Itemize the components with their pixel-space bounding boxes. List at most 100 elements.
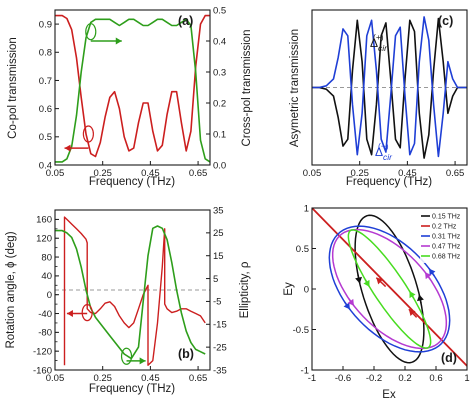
polarization-black-arrow-1-head	[355, 276, 362, 284]
panel-b-xtick-label: 0.45	[141, 373, 160, 384]
panel-b-y2-tick-label: -15	[213, 320, 227, 331]
panel-c-xlabel: Frequency (THz)	[346, 176, 432, 188]
panel-c: 0.05 0.25 0.45 0.65 (c) Frequency (THz) Asy…	[289, 9, 468, 188]
panel-d-curves	[312, 208, 467, 367]
panel-a-y-tick-label: 0.7	[39, 76, 52, 87]
polarization-magenta-arrow-0-head	[425, 272, 432, 280]
panel-a-y2label: Cross-pol transmission	[241, 30, 253, 147]
ellipticity-marker	[120, 347, 133, 365]
cross-pol-arrow-head	[115, 37, 122, 45]
panel-b-y-tick-label: -40	[38, 309, 52, 320]
annotation-delta-plus: Δcir(+)	[370, 32, 388, 53]
panel-a-y-tick-label: 0.5	[39, 132, 52, 143]
legend-label: 0.15 THz	[432, 214, 461, 221]
cross-pol-marker	[85, 23, 97, 41]
polarization-blue-arrow-1-head	[343, 302, 350, 310]
panel-c-ylabel: Asymetric transmission	[289, 29, 301, 147]
polarization-red-arrow-head	[376, 277, 384, 285]
panel-b-y2-tick-label: 5	[213, 274, 218, 285]
annotation-delta-minus: Δcir(−)	[375, 141, 393, 162]
ellipticity-line	[55, 225, 206, 360]
panel-a-y2-tick-label: 0.4	[213, 36, 226, 47]
rotation-marker	[81, 303, 93, 322]
panel-b-xlabel: Frequency (THz)	[89, 383, 175, 395]
panel-b-y2label: Ellipticity, ρ	[239, 261, 251, 318]
legend-label: 0.2 THz	[432, 224, 457, 231]
panel-d-y-tick-label: 1	[304, 203, 309, 214]
panel-a-xtick-label: 0.45	[141, 168, 160, 179]
panel-c-label: (c)	[438, 14, 453, 28]
co-pol-line	[55, 14, 210, 158]
legend-label: 0.47 THz	[432, 244, 461, 251]
delta-plus-line	[312, 17, 467, 159]
polarization-blue-arrow-0-head	[429, 268, 436, 276]
panel-b-label: (b)	[178, 347, 194, 361]
panel-a-ylabel: Co-pol transmission	[7, 37, 19, 139]
delta-minus-line	[312, 16, 467, 158]
panel-b-y2-tick-label: -5	[213, 297, 221, 308]
panel-c-frame	[311, 9, 468, 166]
panel-d-y-tick-label: 0	[304, 284, 309, 295]
panel-b-y2-tick-label: -35	[213, 365, 227, 376]
polarization-lime-arrow-0-head	[409, 291, 416, 299]
panel-a-xtick-label: 0.65	[189, 168, 208, 179]
panel-d-xlabel: Ex	[382, 389, 396, 401]
polarization-magenta-arrow-1-head	[347, 298, 354, 306]
panel-b-frame	[54, 209, 211, 371]
panel-b-xtick-label: 0.05	[46, 373, 65, 384]
panel-a-y-tick-label: 0.4	[39, 160, 52, 171]
panel-d-ylabel: Ey	[283, 282, 295, 296]
panel-b-y-tick-label: -80	[38, 328, 52, 339]
panel-b-y2-tick-label: 35	[213, 205, 224, 216]
panel-c-xtick-label: 0.45	[398, 168, 417, 179]
ellipticity-arrow-head	[139, 357, 146, 365]
panel-b: 0.05 0.25 0.45 0.65 -160 -120 -80 -40 0 40 80 120 16…	[5, 205, 251, 395]
panel-d-xtick-label: -0.2	[366, 373, 382, 384]
legend-label: 0.31 THz	[432, 234, 461, 241]
panel-b-xtick-label: 0.65	[189, 373, 208, 384]
panel-c-xtick-label: 0.25	[350, 168, 369, 179]
legend-label: 0.68 THz	[432, 254, 461, 261]
panel-a-y-tick-label: 0.8	[39, 48, 52, 59]
panel-b-xtick-label: 0.25	[93, 373, 112, 384]
panel-d-xtick-label: 1	[464, 373, 469, 384]
panel-b-ylabel: Rotation angle, ϕ (deg)	[5, 231, 17, 348]
rotation-angle-line	[63, 216, 206, 366]
panel-a-xtick-label: 0.05	[46, 168, 65, 179]
panel-b-y-tick-label: -120	[33, 346, 52, 357]
panel-b-y-tick-label: 120	[36, 234, 52, 245]
panel-c-plot: 0.05 0.25 0.45 0.65	[303, 16, 467, 179]
panel-b-y-tick-label: 80	[41, 252, 52, 263]
panel-a-y2-tick-label: 0.1	[213, 129, 226, 140]
panel-d-y-tick-label: -1	[301, 365, 309, 376]
panel-a-y-tick-label: 0.6	[39, 104, 52, 115]
panel-d-y-tick-label: 0.5	[296, 244, 309, 255]
panel-d-xtick-label: -1	[308, 373, 316, 384]
panel-b-y-tick-label: -160	[33, 365, 52, 376]
panel-a-y-tick-label: 0.9	[39, 19, 52, 30]
polarization-lime-arrow-1-head	[363, 279, 370, 287]
cross-pol-line	[55, 18, 211, 163]
panel-d-xtick-label: -0.6	[335, 373, 351, 384]
panel-a-y2-tick-label: 0.3	[213, 67, 226, 78]
polarization-blue	[328, 225, 451, 353]
polarization-magenta	[331, 228, 448, 350]
panel-b-y2-tick-label: -25	[213, 342, 227, 353]
panel-c-xtick-label: 0.05	[303, 168, 322, 179]
polarization-red-arrow2-head	[408, 309, 416, 317]
panel-a-plot: 0.05 0.25 0.45 0.65 0.4 0.5 0.6 0.7 0.8 0.9 0.0 0.1…	[39, 5, 226, 179]
co-pol-marker	[82, 125, 94, 143]
panel-a-xlabel: Frequency (THz)	[89, 176, 175, 188]
panel-d: -1 -0.6 -0.2 0.2 0.6 1 -1 -0.5 0 0.5 1 0.15 THz 0.2…	[283, 203, 470, 401]
panel-b-plot: 0.05 0.25 0.45 0.65 -160 -120 -80 -40 0 40 80 120 16…	[33, 205, 227, 384]
panel-a-y2-tick-label: 0.0	[213, 160, 226, 171]
panel-d-plot: -1 -0.6 -0.2 0.2 0.6 1 -1 -0.5 0 0.5 1	[293, 203, 470, 384]
panel-a-y2-tick-label: 0.2	[213, 98, 226, 109]
panel-c-xtick-label: 0.65	[446, 168, 465, 179]
panel-b-y2-tick-label: 25	[213, 228, 224, 239]
panel-b-y-tick-label: 160	[36, 215, 52, 226]
panel-d-xtick-label: 0.2	[398, 373, 411, 384]
panel-d-frame	[311, 207, 468, 371]
rotation-arrow-head	[66, 310, 73, 318]
panel-a: 0.05 0.25 0.45 0.65 0.4 0.5 0.6 0.7 0.8 0.9 0.0 0.1…	[7, 5, 253, 188]
